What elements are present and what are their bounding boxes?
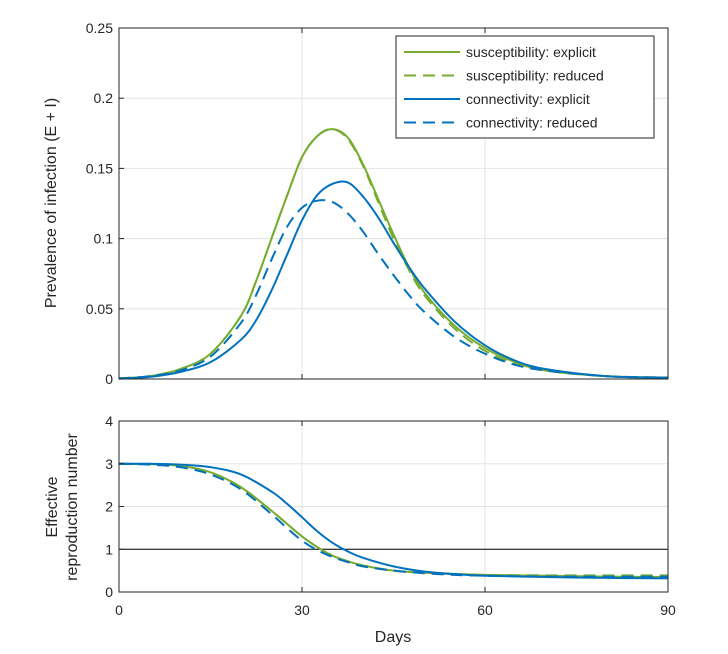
reproduction-y-label-line2: reproduction number [64,433,81,581]
prevalence-series-line-2 [118,128,669,380]
reproduction-series-line-3 [118,462,669,580]
reproduction-ytick-label: 0 [105,584,113,600]
legend-label-4: connectivity: reduced [466,115,598,131]
prevalence-series [118,128,669,380]
prevalence-series-line-3 [118,180,669,380]
legend-box [395,35,655,139]
prevalence-panel: 0 0.05 0.1 0.15 0.2 0.25 Prevalence of infect… [43,20,669,387]
reproduction-ytick-label: 2 [105,499,113,515]
prevalence-series-line-1 [118,128,669,380]
prevalence-y-label: Prevalence of infection (E + I) [43,98,60,308]
prevalence-ytick-label: 0.25 [86,20,113,36]
reproduction-series [118,462,669,580]
reproduction-ytick-label: 4 [105,413,113,429]
x-tick-label: 30 [294,602,310,618]
prevalence-ticks: 0 0.05 0.1 0.15 0.2 0.25 [86,20,669,387]
reproduction-ticks: 0 1 2 3 4 0 30 60 90 [105,413,676,618]
prevalence-ytick-label: 0.05 [86,301,113,317]
x-tick-label: 90 [660,602,676,618]
x-axis-label: Days [375,629,411,646]
x-tick-label: 0 [115,602,123,618]
reproduction-series-line-2 [118,462,668,577]
reproduction-ytick-label: 3 [105,456,113,472]
x-tick-label: 60 [477,602,493,618]
reproduction-series-line-4 [118,462,668,578]
prevalence-axes-frame [118,27,669,380]
reproduction-y-label-line1: Effective [44,476,61,537]
prevalence-ytick-label: 0.15 [86,160,113,176]
prevalence-ytick-label: 0 [105,371,113,387]
legend: susceptibility: explicit susceptibility: … [395,35,655,139]
prevalence-series-line-4 [118,199,669,380]
reproduction-panel: 0 1 2 3 4 0 30 60 90 Effective reproduction numb… [44,413,676,646]
reproduction-ytick-label: 1 [105,541,113,557]
prevalence-ytick-label: 0.1 [94,231,114,247]
reproduction-series-line-1 [118,462,669,579]
legend-label-1: susceptibility: explicit [466,44,596,60]
legend-label-3: connectivity: explicit [466,91,590,107]
legend-label-2: susceptibility: reduced [466,68,604,84]
prevalence-ytick-label: 0.2 [94,90,114,106]
